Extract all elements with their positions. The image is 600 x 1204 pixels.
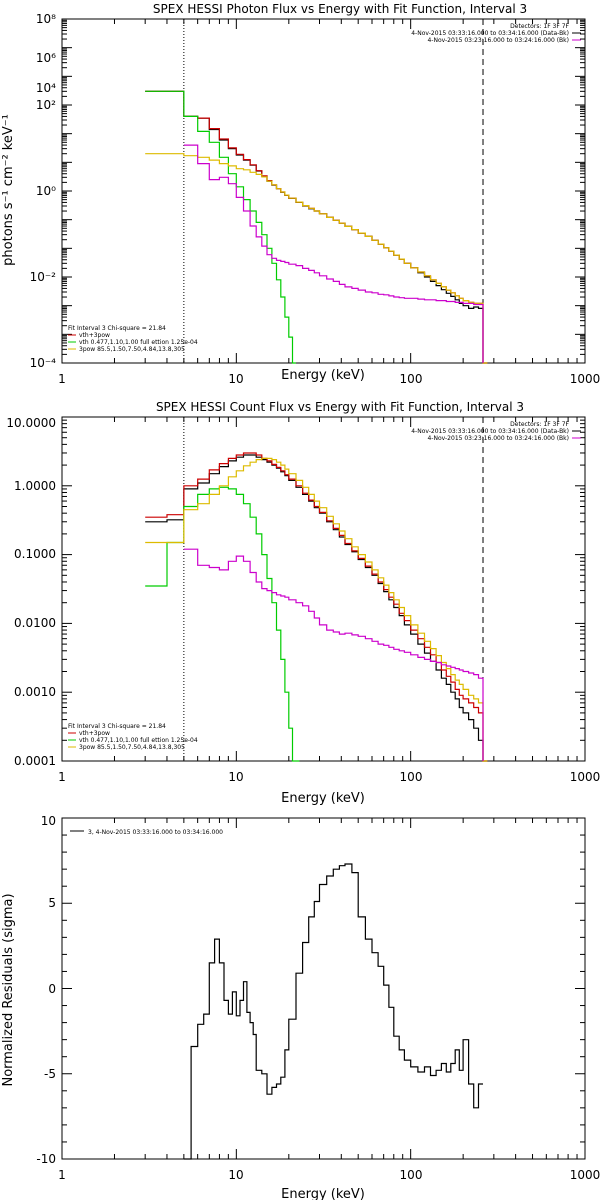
x-tick-labels: 1 10 100 1000 [58,372,600,386]
legend-entry: vth 0.477,1.10,1.00 full ettion 1.25e-04 [79,737,198,744]
x-tick-label: 10 [228,770,243,784]
legend-entry: 4-Nov-2015 03:23:16.000 to 03:24:16.000 … [427,435,569,442]
x-tick-label: 1 [58,1168,66,1182]
axis-ticks [61,416,586,762]
legend-entry: Detectors: 1F 3F 7F [510,23,569,30]
legend-entry: vth 0.477,1.10,1.00 full ettion 1.25e-04 [79,339,198,346]
series-line [145,90,296,364]
y-tick-labels: 0.0001 0.0010 0.0100 0.1000 1.0000 10.00… [6,416,56,768]
series-group [145,452,488,762]
y-tick-label: 10⁶ [36,51,56,65]
legend-entry: 3pow 85.5,1.50,7.50,4.84,13.8,305 [79,744,185,751]
legend-top: Detectors: 1F 3F 7F4-Nov-2015 03:33:16.0… [411,421,581,442]
series-line [183,144,484,363]
y-axis-label: Normalized Residuals (sigma) [1,893,16,1086]
legend-entry: Fit Interval 3 Chi-square = 21.84 [68,325,166,332]
series-line [145,457,488,762]
count-flux-panel: SPEX HESSI Count Flux vs Energy with Fit… [6,400,600,806]
y-tick-label: 10.0000 [6,416,56,430]
series-group [145,90,488,364]
plot-frame [61,18,586,364]
reference-lines [183,417,484,761]
axis-ticks [61,817,586,1160]
legend-top: Detectors: 1F 3F 7F4-Nov-2015 03:33:16.0… [411,23,581,44]
legend-entry: 4-Nov-2015 03:33:16.000 to 03:34:16.000 … [411,30,569,37]
x-tick-label: 1000 [570,770,600,784]
y-tick-label: 0.0001 [14,754,56,768]
y-tick-label: 10⁻² [30,270,57,284]
legend-bottom: Fit Interval 3 Chi-square = 21.84vth+3po… [68,723,198,751]
plot-frame [61,817,586,1160]
plot-frame [61,416,586,762]
series-line [145,454,488,762]
series-line [145,90,488,364]
y-tick-label: 10 [41,814,56,828]
y-axis-label: photons s⁻¹ cm⁻² keV⁻¹ [1,114,16,266]
reference-lines [183,19,484,363]
y-tick-label: 10⁰ [36,184,56,198]
x-tick-label: 100 [400,372,423,386]
y-tick-label: 10² [36,98,56,112]
photon-flux-panel: SPEX HESSI Photon Flux vs Energy with Fi… [1,2,600,386]
series-line [145,90,488,364]
legend-entry: vth+3pow [79,332,110,339]
x-tick-label: 10 [228,372,243,386]
series-line [145,153,488,364]
y-tick-label: 5 [48,896,56,910]
x-axis-label: Energy (keV) [281,368,365,383]
x-axis-label: Energy (keV) [281,1187,365,1200]
residuals-panel: 3, 4-Nov-2015 03:33:16.000 to 03:34:16.0… [1,814,600,1202]
y-tick-label: 10⁻⁴ [30,356,57,370]
y-tick-label: 10⁸ [36,12,56,26]
series-line [183,863,483,1160]
x-tick-label: 1000 [570,372,600,386]
x-tick-label: 1 [58,770,66,784]
y-tick-labels: -10 -5 0 5 10 [36,814,56,1166]
x-tick-labels: 1 10 100 1000 [58,1168,600,1182]
y-tick-label: 0.0100 [14,616,56,630]
x-tick-label: 100 [400,1168,423,1182]
x-tick-label: 100 [400,770,423,784]
x-tick-labels: 1 10 100 1000 [58,770,600,784]
series-group [183,863,483,1160]
legend-entry: 3, 4-Nov-2015 03:33:16.000 to 03:34:16.0… [88,829,223,836]
legend-entry: 3pow 85.5,1.50,7.50,4.84,13.8,305 [79,346,185,353]
y-tick-label: -5 [44,1067,56,1081]
legend-entry: 4-Nov-2015 03:23:16.000 to 03:24:16.000 … [427,37,569,44]
chart-title: SPEX HESSI Count Flux vs Energy with Fit… [156,400,524,414]
x-axis-label: Energy (keV) [281,791,365,806]
series-line [183,548,484,761]
legend-entry: Detectors: 1F 3F 7F [510,421,569,428]
axis-ticks [61,18,586,364]
y-tick-label: -10 [36,1152,56,1166]
legend-entry: vth+3pow [79,730,110,737]
y-tick-label: 10⁴ [36,81,56,95]
chart-title: SPEX HESSI Photon Flux vs Energy with Fi… [153,2,527,16]
y-tick-label: 0 [48,982,56,996]
y-tick-label: 0.0010 [14,685,56,699]
x-tick-label: 1000 [570,1168,600,1182]
y-tick-label: 1.0000 [14,479,56,493]
legend-top: 3, 4-Nov-2015 03:33:16.000 to 03:34:16.0… [70,829,223,836]
y-tick-labels: 10⁻⁴ 10⁻² 10⁰ 10² 10⁴ 10⁶ 10⁸ [30,12,57,370]
x-tick-label: 1 [58,372,66,386]
series-line [145,452,488,762]
y-tick-label: 0.1000 [14,547,56,561]
legend-entry: 4-Nov-2015 03:33:16.000 to 03:34:16.000 … [411,428,569,435]
legend-bottom: Fit Interval 3 Chi-square = 21.84vth+3po… [68,325,198,353]
x-tick-label: 10 [228,1168,243,1182]
series-line [145,486,300,762]
legend-entry: Fit Interval 3 Chi-square = 21.84 [68,723,166,730]
